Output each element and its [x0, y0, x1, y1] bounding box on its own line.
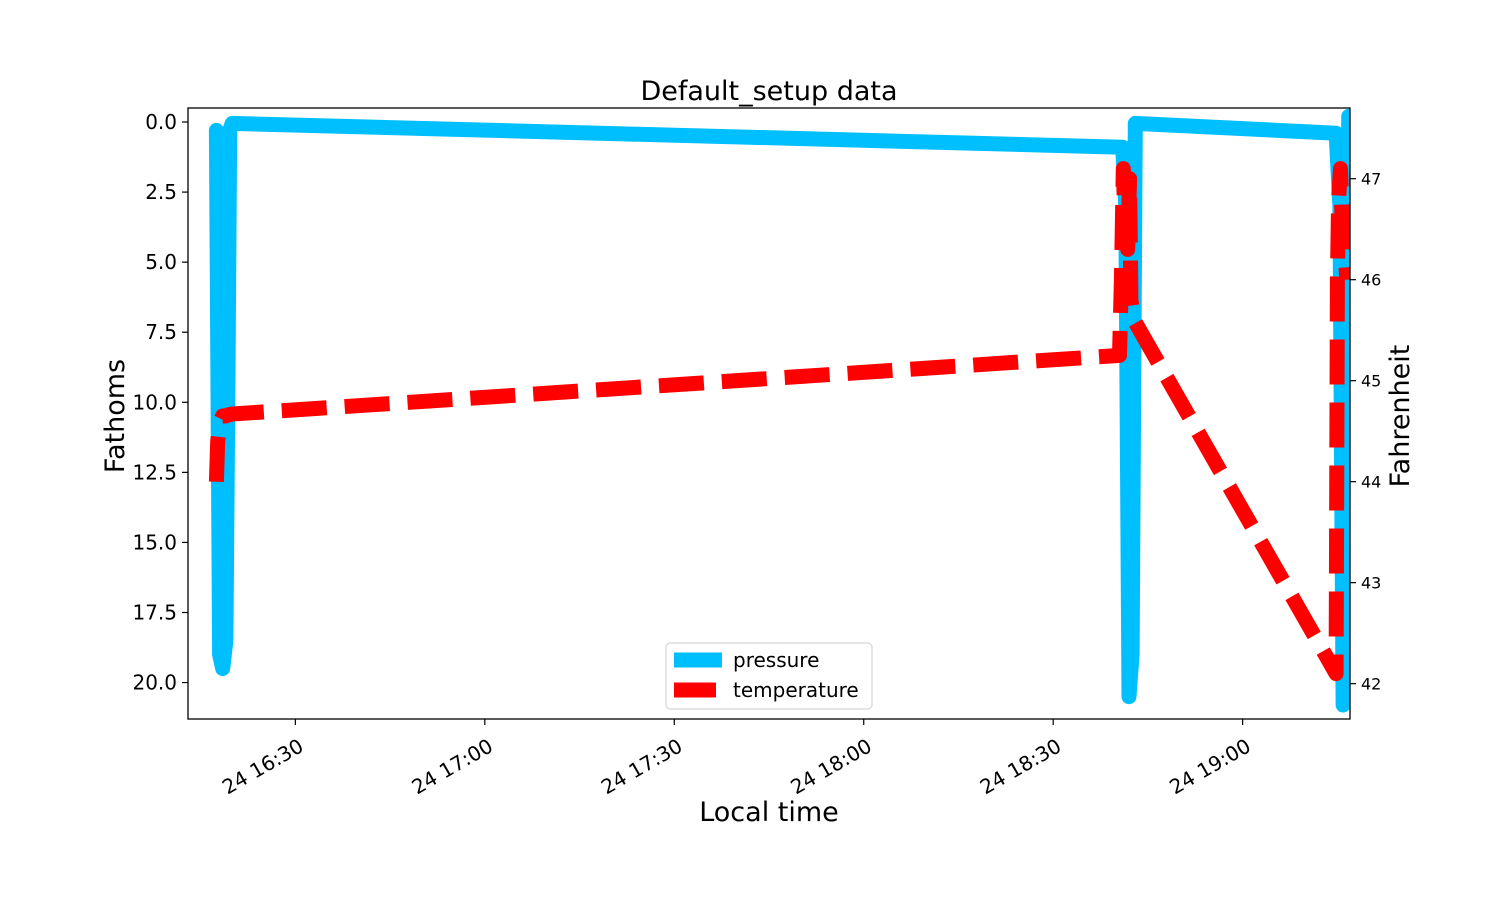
y-right-tick-label: 45 [1361, 372, 1381, 391]
y-left-tick-label: 10.0 [132, 390, 177, 414]
legend: pressure temperature [665, 642, 873, 710]
x-tick-label: 24 19:00 [1165, 734, 1254, 800]
y-axis-right-label: Fahrenheit [1385, 345, 1416, 488]
x-tick-label: 24 16:30 [218, 734, 307, 800]
plot-frame [187, 107, 1351, 720]
x-tick-label: 24 17:30 [597, 734, 686, 800]
y-left-tick-label: 5.0 [145, 250, 177, 274]
y-left-tick-label: 12.5 [132, 460, 177, 484]
y-left-tick-label: 15.0 [132, 530, 177, 554]
y-left-tick-label: 0.0 [145, 110, 177, 134]
y-left-tick-label: 20.0 [132, 671, 177, 695]
y-left-tick-label: 2.5 [145, 180, 177, 204]
y-left-tick-label: 17.5 [132, 600, 177, 624]
x-tick-label: 24 18:30 [976, 734, 1065, 800]
legend-label-temperature: temperature [733, 678, 859, 702]
y-right-tick-label: 46 [1361, 271, 1381, 290]
series-line-temperature [208, 161, 1350, 682]
x-tick-label: 24 18:00 [786, 734, 875, 800]
chart-title: Default_setup data [640, 76, 897, 107]
y-axis-left-label: Fathoms [100, 359, 131, 473]
y-left-tick-label: 7.5 [145, 320, 177, 344]
x-axis-label: Local time [699, 797, 839, 828]
legend-label-pressure: pressure [733, 648, 819, 672]
y-right-tick-label: 43 [1361, 574, 1381, 593]
y-right-tick-label: 47 [1361, 170, 1381, 189]
x-tick-label: 24 17:00 [407, 734, 496, 800]
y-right-tick-label: 44 [1361, 473, 1381, 492]
y-right-tick-label: 42 [1361, 675, 1381, 694]
